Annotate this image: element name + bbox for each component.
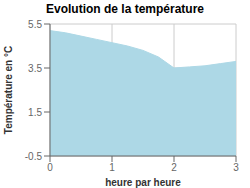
svg-text:5.5: 5.5	[28, 19, 42, 30]
html-text:Evolution de la température: Evolution de la température	[46, 2, 204, 16]
svg-text:-0.5: -0.5	[25, 151, 43, 162]
svg-text:1: 1	[109, 162, 115, 173]
svg-text:heure par heure: heure par heure	[105, 177, 181, 188]
svg-text:1.5: 1.5	[28, 107, 42, 118]
svg-text:3: 3	[233, 162, 239, 173]
svg-text:3.5: 3.5	[28, 63, 42, 74]
svg-text:0: 0	[47, 162, 53, 173]
svg-text:Température en °C: Température en °C	[8, 46, 14, 134]
svg-text:2: 2	[171, 162, 177, 173]
